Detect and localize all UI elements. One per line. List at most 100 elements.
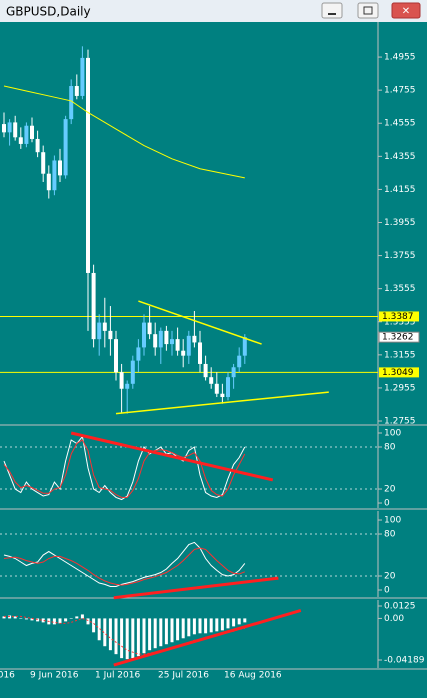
- title-bar: [0, 0, 427, 22]
- macd-bar: [114, 618, 118, 655]
- macd-bar: [120, 618, 124, 659]
- level-label: 1.3387: [382, 312, 414, 322]
- macd-bar: [181, 618, 185, 639]
- macd-bar: [30, 618, 34, 621]
- last-price-label: 1.3262: [382, 333, 414, 343]
- moving-average: [3, 85, 245, 179]
- candle-body: [142, 322, 146, 348]
- macd-bar: [24, 618, 28, 620]
- trendline: [115, 391, 329, 415]
- macd-bar: [13, 616, 17, 619]
- y-tick-label: 80: [384, 443, 396, 453]
- candle-body: [158, 330, 163, 348]
- macd-bar: [86, 618, 90, 625]
- macd-bar: [136, 618, 140, 657]
- candle-body: [69, 86, 74, 120]
- candle-body: [170, 339, 174, 345]
- macd-bar: [108, 618, 112, 651]
- y-tick-label: 80: [384, 530, 396, 540]
- candle-body: [220, 393, 225, 398]
- candle-body: [30, 125, 34, 139]
- macd-bar: [131, 618, 135, 659]
- minimize-button[interactable]: [321, 2, 343, 19]
- candle-body: [153, 334, 158, 348]
- macd-bar: [220, 618, 224, 631]
- macd-bar: [176, 618, 180, 641]
- candle-body: [58, 160, 62, 176]
- y-tick-label: 100: [384, 516, 401, 526]
- x-tick-label: 1 Jul 2016: [95, 671, 140, 681]
- restore-icon: [363, 6, 373, 15]
- level-label: 1.3049: [382, 368, 414, 378]
- candle-body: [7, 122, 12, 133]
- y-tick-label: 1.4155: [384, 185, 416, 195]
- candle-body: [147, 322, 152, 335]
- candle-body: [18, 137, 23, 144]
- macd-bar: [170, 618, 174, 643]
- x-tick-label: 16 Aug 2016: [224, 671, 282, 681]
- candle-body: [63, 119, 68, 176]
- macd-bar: [153, 618, 157, 649]
- trendline: [70, 431, 274, 482]
- x-tick-label: 9 Jun 2016: [30, 671, 79, 681]
- y-tick-label: 1.3755: [384, 251, 416, 261]
- macd-bar: [192, 618, 196, 635]
- macd-bar: [80, 614, 84, 619]
- macd-bar: [103, 618, 107, 647]
- candle-body: [175, 339, 180, 351]
- macd-bar: [69, 618, 73, 619]
- macd-bar: [75, 616, 79, 619]
- y-tick-label: 1.4955: [384, 53, 416, 63]
- y-tick-label: 1.3555: [384, 284, 416, 294]
- macd-bar: [19, 618, 23, 619]
- candle-body: [86, 57, 90, 273]
- last-price-box: [378, 331, 420, 343]
- close-button[interactable]: [391, 2, 421, 19]
- macd-bar: [243, 618, 247, 623]
- candle-body: [203, 363, 208, 378]
- y-tick-label: 1.3355: [384, 317, 416, 327]
- candle-body: [13, 122, 18, 138]
- macd-bar: [232, 618, 236, 627]
- candle-body: [237, 355, 242, 368]
- candle-body: [136, 347, 141, 361]
- candle-body: [125, 383, 130, 389]
- macd-bar: [198, 618, 202, 634]
- candle-body: [198, 342, 202, 364]
- y-tick-label: 0.00: [384, 614, 404, 624]
- candle-body: [80, 57, 85, 96]
- candle-body: [24, 125, 29, 144]
- candle-body: [46, 173, 51, 191]
- macd-bar: [92, 618, 96, 633]
- macd-bar: [164, 618, 168, 645]
- macd-bar: [215, 618, 219, 632]
- candle-body: [186, 335, 191, 356]
- macd-bar: [148, 618, 152, 651]
- macd-bar: [64, 618, 68, 622]
- y-tick-label: 1.2755: [384, 417, 416, 427]
- candle-body: [181, 350, 186, 356]
- candle-body: [41, 152, 46, 174]
- candle-body: [102, 322, 107, 331]
- window-title: GBPUSD,Daily: [6, 5, 91, 19]
- candle-body: [2, 124, 6, 133]
- restore-button[interactable]: [357, 2, 379, 19]
- candle-body: [164, 330, 169, 345]
- x-tick-label: 2016: [0, 671, 15, 681]
- window-buttons[interactable]: ✕: [321, 2, 421, 19]
- macd-bar: [58, 618, 62, 624]
- trendline: [138, 300, 262, 345]
- macd-bar: [209, 618, 213, 633]
- candle-body: [52, 160, 57, 191]
- candle-body: [226, 377, 230, 398]
- macd-bar: [187, 618, 191, 637]
- macd-bar: [97, 618, 101, 641]
- y-tick-label: 1.3155: [384, 350, 416, 360]
- level-label-box: [379, 367, 419, 378]
- trendline: [113, 576, 279, 600]
- candle-body: [231, 367, 236, 378]
- oscillator-line: [3, 439, 246, 498]
- candle-body: [91, 272, 96, 340]
